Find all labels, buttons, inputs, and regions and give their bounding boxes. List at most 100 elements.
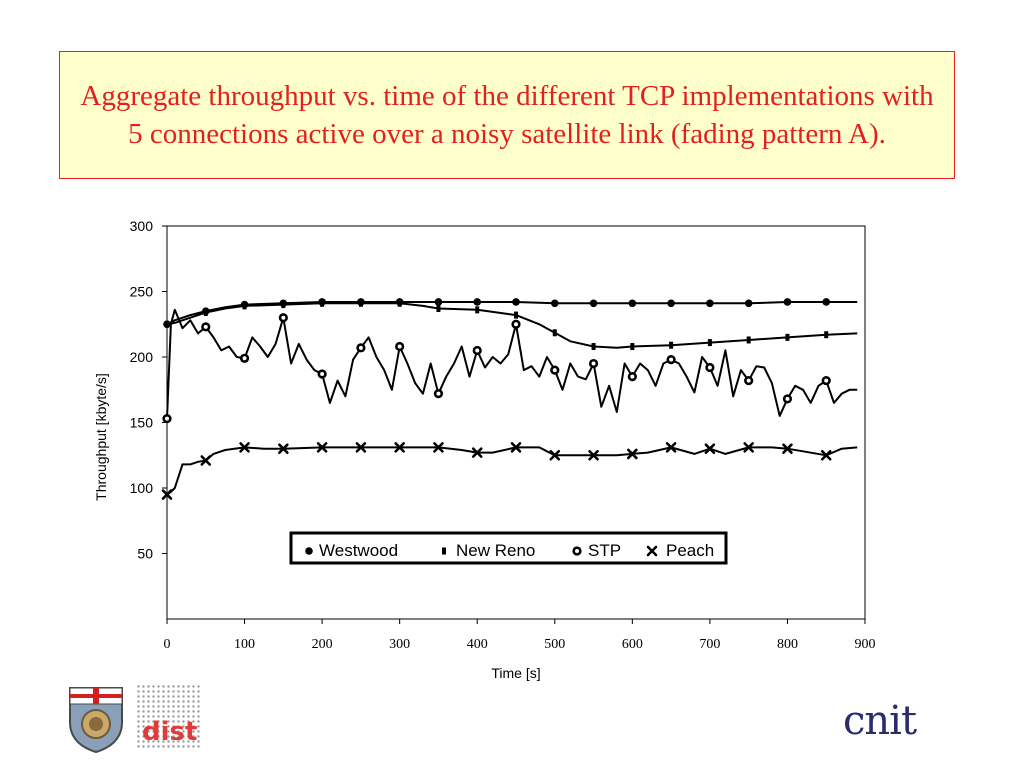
data-point	[627, 448, 638, 460]
data-point	[552, 329, 557, 337]
y-tick-label: 50	[137, 546, 153, 562]
y-tick-label: 100	[130, 480, 154, 496]
data-point	[161, 489, 173, 500]
data-point	[706, 299, 714, 308]
data-point	[550, 299, 559, 308]
data-point	[165, 320, 169, 328]
data-point	[820, 449, 832, 461]
data-point	[669, 341, 674, 349]
data-point	[746, 336, 751, 344]
data-point	[356, 343, 366, 353]
data-point	[782, 443, 793, 454]
axis-layer: 50 100 150 200 250 300 0 100 200 300 400 500 600 700 8…	[130, 218, 876, 652]
data-point	[433, 442, 444, 453]
x-tick-label: 600	[622, 637, 643, 652]
data-point	[434, 298, 443, 306]
x-tick-label: 700	[699, 637, 720, 652]
data-point	[316, 442, 328, 453]
data-point	[201, 322, 211, 332]
legend-item-stp: STP	[572, 541, 621, 560]
data-point	[239, 442, 250, 453]
data-point	[394, 442, 405, 453]
dist-logo-text: dist	[142, 717, 197, 747]
data-point	[666, 355, 676, 365]
data-point	[630, 343, 635, 351]
x-tick-label: 0	[164, 637, 171, 652]
x-tick-label: 200	[312, 637, 333, 652]
data-point	[510, 442, 522, 453]
data-point	[278, 443, 289, 454]
data-point	[281, 301, 286, 309]
slide-title: Aggregate throughput vs. time of the dif…	[80, 80, 934, 150]
legend-label: Westwood	[319, 541, 398, 560]
series-layer	[161, 298, 858, 500]
data-point	[822, 298, 831, 306]
dist-logo: dist	[136, 684, 202, 753]
x-tick-label: 900	[855, 637, 876, 652]
data-point	[433, 389, 444, 399]
legend-marker	[572, 546, 582, 556]
x-tick-label: 100	[234, 637, 255, 652]
data-point	[785, 333, 790, 341]
legend-label: Peach	[666, 541, 714, 560]
data-point	[665, 442, 677, 453]
series-line	[166, 308, 858, 419]
data-point	[355, 442, 367, 453]
cnit-logo: cnit	[843, 698, 917, 744]
data-point	[511, 319, 521, 329]
data-point	[397, 299, 402, 307]
legend-item-peach: Peach	[646, 541, 714, 560]
data-point	[475, 306, 480, 314]
data-point	[239, 353, 250, 363]
data-point	[472, 345, 482, 356]
legend-label: New Reno	[456, 541, 535, 560]
legend-item-westwood: Westwood	[305, 541, 398, 560]
data-point	[278, 313, 288, 323]
x-tick-label: 500	[544, 637, 565, 652]
data-point	[473, 298, 482, 306]
data-point	[320, 299, 325, 307]
data-point	[200, 455, 212, 466]
data-point	[589, 299, 598, 308]
data-point	[628, 299, 637, 308]
legend-marker	[442, 547, 446, 555]
data-point	[514, 311, 518, 319]
data-point	[549, 449, 561, 461]
data-point	[358, 299, 363, 307]
x-axis-label: Time [s]	[491, 665, 540, 681]
x-tick-label: 800	[777, 637, 798, 652]
series-line	[166, 302, 858, 349]
data-point	[821, 375, 831, 386]
y-axis-label: Throughput [kbyte/s]	[93, 373, 109, 501]
data-point	[317, 369, 327, 379]
data-point	[395, 341, 405, 352]
y-tick-label: 150	[130, 415, 154, 431]
throughput-chart: 50 100 150 200 250 300 0 100 200 300 400 500 600 700 8…	[93, 218, 876, 681]
data-point	[203, 308, 208, 316]
data-point	[667, 299, 675, 308]
x-tick-label: 400	[467, 637, 488, 652]
legend-marker	[305, 547, 313, 555]
data-point	[436, 305, 441, 313]
data-point	[627, 372, 637, 382]
data-point	[550, 365, 560, 375]
y-tick-label: 250	[130, 284, 154, 300]
y-tick-label: 300	[130, 218, 154, 234]
legend: Westwood New Reno STP Peach	[289, 531, 728, 565]
data-point	[743, 442, 754, 453]
data-point	[783, 298, 792, 306]
data-point	[588, 449, 599, 461]
legend-label: STP	[588, 541, 621, 560]
data-point	[242, 302, 247, 310]
data-point	[471, 447, 483, 458]
series-peach	[161, 442, 858, 500]
data-point	[744, 375, 754, 386]
data-point	[588, 358, 599, 369]
legend-item-new-reno: New Reno	[442, 541, 535, 560]
university-genova-logo	[66, 684, 126, 759]
data-point	[162, 413, 172, 424]
title-box: Aggregate throughput vs. time of the dif…	[59, 51, 955, 179]
data-point	[705, 362, 715, 373]
y-tick-label: 200	[130, 349, 154, 365]
data-point	[704, 443, 716, 454]
